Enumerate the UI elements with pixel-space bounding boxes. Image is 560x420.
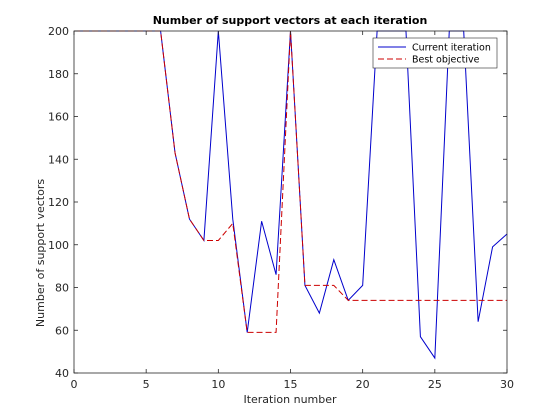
legend-label-current-iteration: Current iteration	[412, 43, 491, 54]
y-axis-label: Number of support vectors	[34, 179, 47, 327]
plot-background	[74, 31, 507, 373]
y-tick-label: 100	[48, 239, 69, 252]
y-tick-label: 40	[55, 367, 69, 380]
x-tick-label: 15	[284, 378, 298, 391]
x-tick-label: 0	[71, 378, 78, 391]
y-tick-label: 60	[55, 324, 69, 337]
y-tick-label: 80	[55, 282, 69, 295]
legend-box	[372, 37, 498, 69]
x-tick-label: 20	[356, 378, 370, 391]
legend: Current iteration Best objective	[372, 37, 498, 69]
y-tick-label: 200	[48, 25, 69, 38]
y-tick-label: 160	[48, 111, 69, 124]
plot-area: 0 5 10 15 20 25 30 40 60 80 100 120 140 160 180 200	[48, 25, 514, 391]
y-tick-label: 180	[48, 68, 69, 81]
y-tick-label: 120	[48, 196, 69, 209]
x-tick-label: 30	[500, 378, 514, 391]
legend-label-best-objective: Best objective	[412, 55, 480, 66]
x-tick-label: 25	[428, 378, 442, 391]
x-tick-label: 5	[143, 378, 150, 391]
y-tick-label: 140	[48, 153, 69, 166]
chart-title: Number of support vectors at each iterat…	[153, 14, 428, 27]
x-axis-label: Iteration number	[243, 393, 337, 406]
x-tick-label: 10	[211, 378, 225, 391]
ticks-layer: 0 5 10 15 20 25 30 40 60 80 100 120 140 160 180 200	[48, 25, 514, 391]
